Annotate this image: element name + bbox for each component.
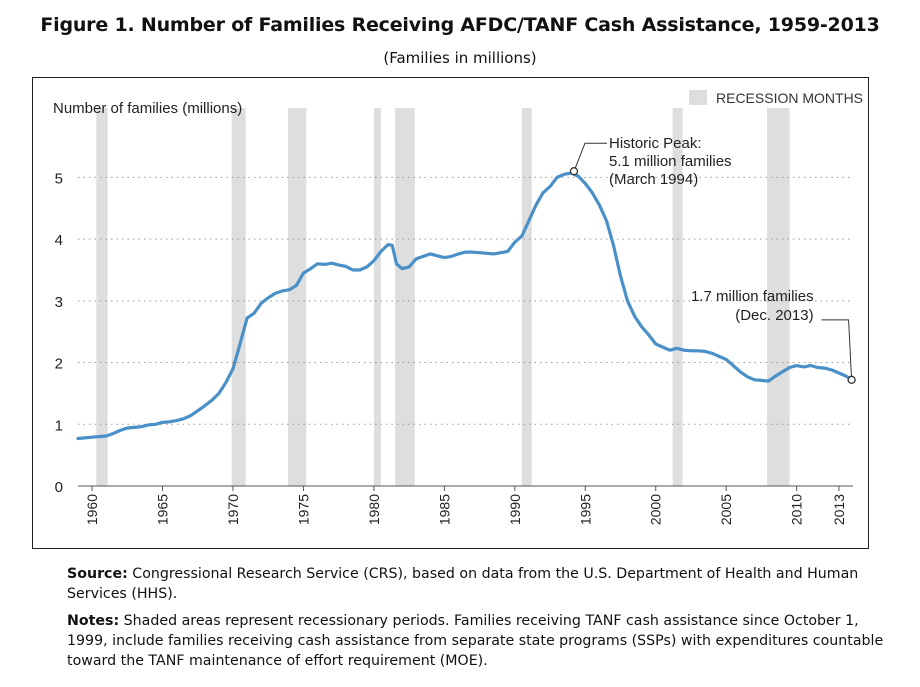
recession-band (521, 108, 532, 486)
x-tick-label: 2013 (831, 494, 847, 525)
y-tick-label: 5 (55, 170, 63, 187)
end-annotation-line: (Dec. 2013) (735, 307, 813, 324)
recession-band (373, 108, 381, 486)
x-tick-label: 2005 (718, 494, 734, 525)
chart-svg: RECESSION MONTHS Number of families (mil… (53, 90, 863, 525)
x-tick-label: 1985 (436, 494, 452, 525)
notes-text: Shaded areas represent recessionary peri… (67, 613, 884, 669)
y-tick-label: 0 (55, 479, 63, 496)
legend-swatch (689, 90, 707, 105)
end-annotation-line: 1.7 million families (691, 288, 814, 305)
x-tick-label: 1995 (577, 494, 593, 525)
figure-subtitle: (Families in millions) (383, 49, 537, 67)
x-tick-label: 1990 (507, 494, 523, 525)
x-tick-label: 1970 (225, 494, 241, 525)
recession-band (287, 108, 307, 486)
x-tick-label: 2010 (789, 494, 805, 525)
x-tick-label: 1980 (366, 494, 382, 525)
peak-leader-line (573, 142, 607, 172)
source-text: Congressional Research Service (CRS), ba… (67, 566, 859, 602)
y-tick-label: 4 (55, 232, 63, 249)
y-tick-label: 2 (55, 356, 63, 373)
x-tick-label: 2000 (648, 494, 664, 525)
figure-title: Figure 1. Number of Families Receiving A… (40, 14, 880, 36)
notes-note: Notes: Shaded areas represent recessiona… (67, 611, 887, 671)
recession-band (672, 108, 683, 486)
series-line (76, 171, 854, 441)
y-tick-label: 3 (55, 294, 63, 311)
peak-annotation-line: 5.1 million families (609, 153, 732, 170)
peak-annotation-line: Historic Peak: (609, 135, 702, 152)
x-tick-label: 1965 (155, 494, 171, 525)
notes-block: Source: Congressional Research Service (… (67, 564, 887, 678)
recession-band (767, 108, 790, 486)
x-tick-label: 1975 (295, 494, 311, 525)
recession-band (96, 108, 108, 486)
recession-band (395, 108, 415, 486)
peak-marker (569, 167, 579, 176)
y-tick-label: 1 (55, 417, 63, 434)
legend-label: RECESSION MONTHS (716, 90, 863, 106)
source-label: Source: (67, 566, 128, 582)
source-note: Source: Congressional Research Service (… (67, 564, 887, 604)
x-tick-label: 1960 (84, 494, 100, 525)
end-leader-line (821, 319, 853, 380)
notes-label: Notes: (67, 613, 120, 629)
y-axis-label: Number of families (millions) (53, 100, 242, 117)
end-marker (847, 375, 856, 384)
recession-band (231, 108, 246, 486)
peak-annotation-line: (March 1994) (609, 171, 698, 188)
chart-frame: RECESSION MONTHS Number of families (mil… (32, 77, 869, 549)
